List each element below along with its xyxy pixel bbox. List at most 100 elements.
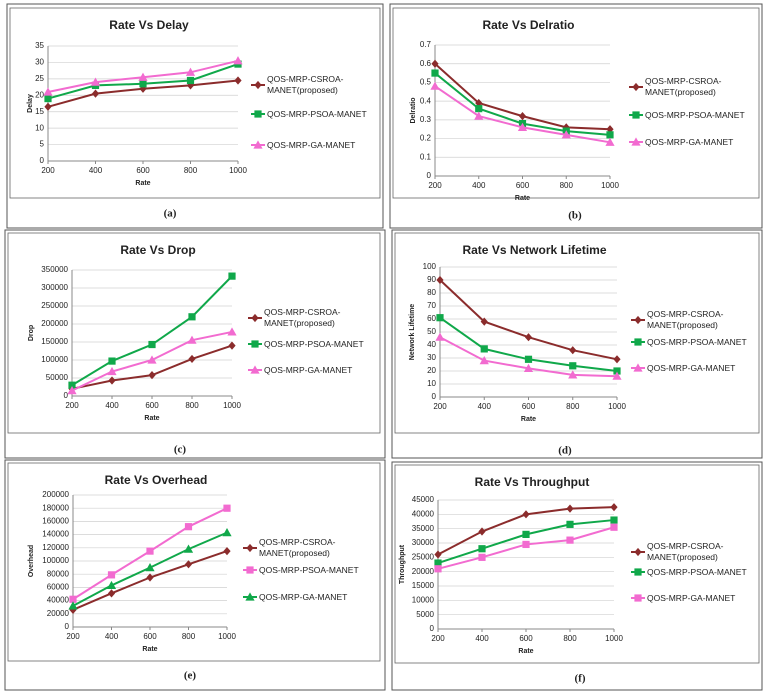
marker bbox=[223, 504, 231, 512]
marker bbox=[185, 67, 196, 76]
marker bbox=[634, 594, 642, 602]
y-tick-label: 100 bbox=[423, 262, 437, 271]
x-tick-label: 400 bbox=[475, 634, 489, 643]
y-tick-label: 300000 bbox=[41, 283, 68, 292]
marker bbox=[223, 547, 231, 556]
marker bbox=[187, 335, 197, 344]
marker bbox=[146, 573, 154, 582]
x-axis-label: Rate bbox=[521, 416, 536, 423]
marker bbox=[434, 550, 442, 559]
y-tick-label: 20000 bbox=[412, 567, 435, 576]
marker bbox=[474, 111, 484, 120]
y-tick-label: 100000 bbox=[42, 556, 69, 565]
y-tick-label: 25 bbox=[35, 74, 44, 83]
marker bbox=[107, 571, 116, 579]
y-tick-label: 200000 bbox=[41, 319, 68, 328]
marker bbox=[67, 386, 77, 395]
marker bbox=[107, 589, 116, 598]
marker bbox=[613, 355, 621, 364]
marker bbox=[145, 563, 155, 572]
y-axis-label: Drop bbox=[28, 325, 35, 341]
marker bbox=[233, 56, 243, 65]
marker bbox=[606, 131, 614, 139]
marker bbox=[186, 76, 195, 85]
marker bbox=[517, 122, 528, 131]
legend-entry: QOS-MRP-PSOA-MANET bbox=[645, 110, 745, 120]
marker bbox=[518, 112, 527, 121]
marker bbox=[228, 272, 236, 280]
marker bbox=[566, 520, 574, 528]
y-tick-label: 0.7 bbox=[420, 40, 432, 49]
panel-border bbox=[391, 229, 763, 459]
marker bbox=[430, 81, 440, 90]
x-tick-label: 600 bbox=[519, 634, 533, 643]
panel-border bbox=[4, 229, 386, 459]
marker bbox=[138, 72, 148, 81]
y-tick-label: 25000 bbox=[412, 552, 435, 561]
y-axis-label: Delratio bbox=[410, 97, 417, 123]
legend-label: QOS-MRP-GA-MANET bbox=[267, 139, 356, 150]
legend-entry: QOS-MRP-PSOA-MANET bbox=[264, 339, 364, 349]
legend-entry: QOS-MRP-GA-MANET bbox=[645, 137, 733, 147]
marker bbox=[632, 111, 640, 119]
marker bbox=[227, 327, 237, 336]
marker bbox=[436, 314, 444, 322]
y-tick-label: 0.1 bbox=[420, 152, 432, 161]
marker bbox=[610, 503, 618, 512]
legend-label: QOS-MRP-GA-MANET bbox=[647, 592, 736, 603]
marker bbox=[566, 504, 574, 513]
legend-entry: QOS-MRP-PSOA-MANET bbox=[259, 565, 359, 575]
marker bbox=[436, 275, 444, 285]
y-tick-label: 50 bbox=[427, 327, 436, 336]
chart-area bbox=[9, 7, 381, 199]
marker bbox=[44, 102, 52, 111]
marker bbox=[522, 510, 530, 519]
marker bbox=[523, 363, 534, 372]
marker bbox=[148, 340, 156, 349]
x-tick-label: 800 bbox=[185, 401, 199, 410]
y-tick-label: 5000 bbox=[416, 610, 434, 619]
panel-border bbox=[6, 3, 384, 229]
x-tick-label: 600 bbox=[522, 402, 536, 411]
y-tick-label: 0.5 bbox=[420, 78, 432, 87]
legend-label: QOS-MRP-PSOA-MANET bbox=[647, 566, 747, 577]
caption: (d) bbox=[558, 445, 572, 457]
marker bbox=[524, 333, 533, 342]
y-tick-label: 200000 bbox=[42, 490, 69, 499]
y-tick-label: 30 bbox=[427, 353, 436, 362]
y-tick-label: 35000 bbox=[412, 524, 435, 533]
y-tick-label: 10 bbox=[427, 379, 436, 388]
marker bbox=[431, 59, 439, 68]
marker bbox=[184, 523, 193, 531]
y-tick-label: 250000 bbox=[41, 301, 68, 310]
x-tick-label: 600 bbox=[145, 401, 159, 410]
chart-title: Rate Vs Drop bbox=[120, 243, 195, 257]
legend-label: QOS-MRP-CSROA-MANET(proposed) bbox=[267, 74, 344, 95]
y-tick-label: 30000 bbox=[412, 538, 435, 547]
marker bbox=[186, 81, 195, 90]
marker bbox=[254, 110, 262, 118]
panel-border bbox=[389, 3, 763, 229]
marker bbox=[634, 568, 642, 576]
chart-panel: Rate Vs Delratio 0 0.1 0.2 0.3 0.4 0.5 0.6 0.7 20… bbox=[389, 3, 763, 229]
y-tick-label: 0 bbox=[65, 622, 70, 631]
y-tick-label: 160000 bbox=[42, 517, 69, 526]
marker bbox=[188, 313, 196, 321]
marker bbox=[633, 363, 643, 372]
marker bbox=[43, 87, 53, 96]
marker bbox=[90, 77, 101, 86]
x-tick-label: 400 bbox=[472, 181, 486, 190]
x-tick-label: 200 bbox=[428, 181, 442, 190]
legend-entry: QOS-MRP-GA-MANET bbox=[259, 592, 347, 602]
marker bbox=[107, 366, 117, 376]
marker bbox=[184, 560, 193, 569]
marker bbox=[251, 340, 259, 348]
y-tick-label: 20 bbox=[35, 90, 44, 99]
y-tick-label: 0 bbox=[64, 391, 69, 400]
marker bbox=[434, 559, 442, 567]
x-axis-label: Rate bbox=[518, 648, 533, 655]
marker bbox=[610, 523, 618, 531]
marker bbox=[69, 605, 77, 614]
y-tick-label: 35 bbox=[35, 41, 44, 50]
